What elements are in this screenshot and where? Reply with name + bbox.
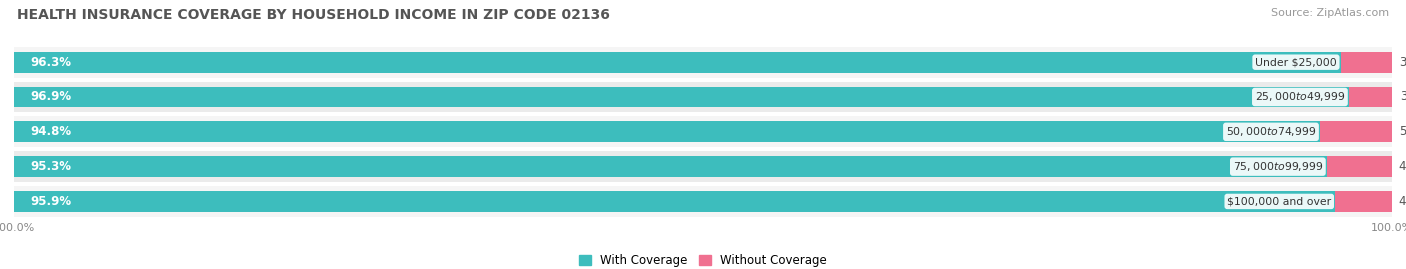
Text: $100,000 and over: $100,000 and over [1227, 196, 1331, 206]
Bar [14, 121, 1320, 142]
Bar [1320, 121, 1392, 142]
Bar [14, 82, 1392, 112]
Text: 4.7%: 4.7% [1399, 160, 1406, 173]
Text: 96.9%: 96.9% [31, 90, 72, 104]
Text: $75,000 to $99,999: $75,000 to $99,999 [1233, 160, 1323, 173]
Legend: With Coverage, Without Coverage: With Coverage, Without Coverage [574, 249, 832, 269]
Bar [14, 151, 1392, 182]
Text: Source: ZipAtlas.com: Source: ZipAtlas.com [1271, 8, 1389, 18]
Text: $25,000 to $49,999: $25,000 to $49,999 [1254, 90, 1346, 104]
Bar [14, 87, 1350, 107]
Text: 95.3%: 95.3% [31, 160, 72, 173]
Bar [14, 191, 1336, 212]
Text: 94.8%: 94.8% [31, 125, 72, 138]
Bar [14, 52, 1341, 73]
Text: Under $25,000: Under $25,000 [1256, 57, 1337, 67]
Text: 3.2%: 3.2% [1400, 90, 1406, 104]
Text: $50,000 to $74,999: $50,000 to $74,999 [1226, 125, 1316, 138]
Bar [1341, 52, 1392, 73]
Bar [14, 116, 1392, 147]
Text: 5.2%: 5.2% [1399, 125, 1406, 138]
Text: 3.7%: 3.7% [1399, 56, 1406, 69]
Text: 4.1%: 4.1% [1399, 195, 1406, 208]
Text: HEALTH INSURANCE COVERAGE BY HOUSEHOLD INCOME IN ZIP CODE 02136: HEALTH INSURANCE COVERAGE BY HOUSEHOLD I… [17, 8, 610, 22]
Text: 95.9%: 95.9% [31, 195, 72, 208]
Bar [14, 186, 1392, 217]
Bar [14, 156, 1327, 177]
Bar [1350, 87, 1393, 107]
Bar [14, 47, 1392, 77]
Bar [1336, 191, 1392, 212]
Bar [1327, 156, 1392, 177]
Text: 96.3%: 96.3% [31, 56, 72, 69]
